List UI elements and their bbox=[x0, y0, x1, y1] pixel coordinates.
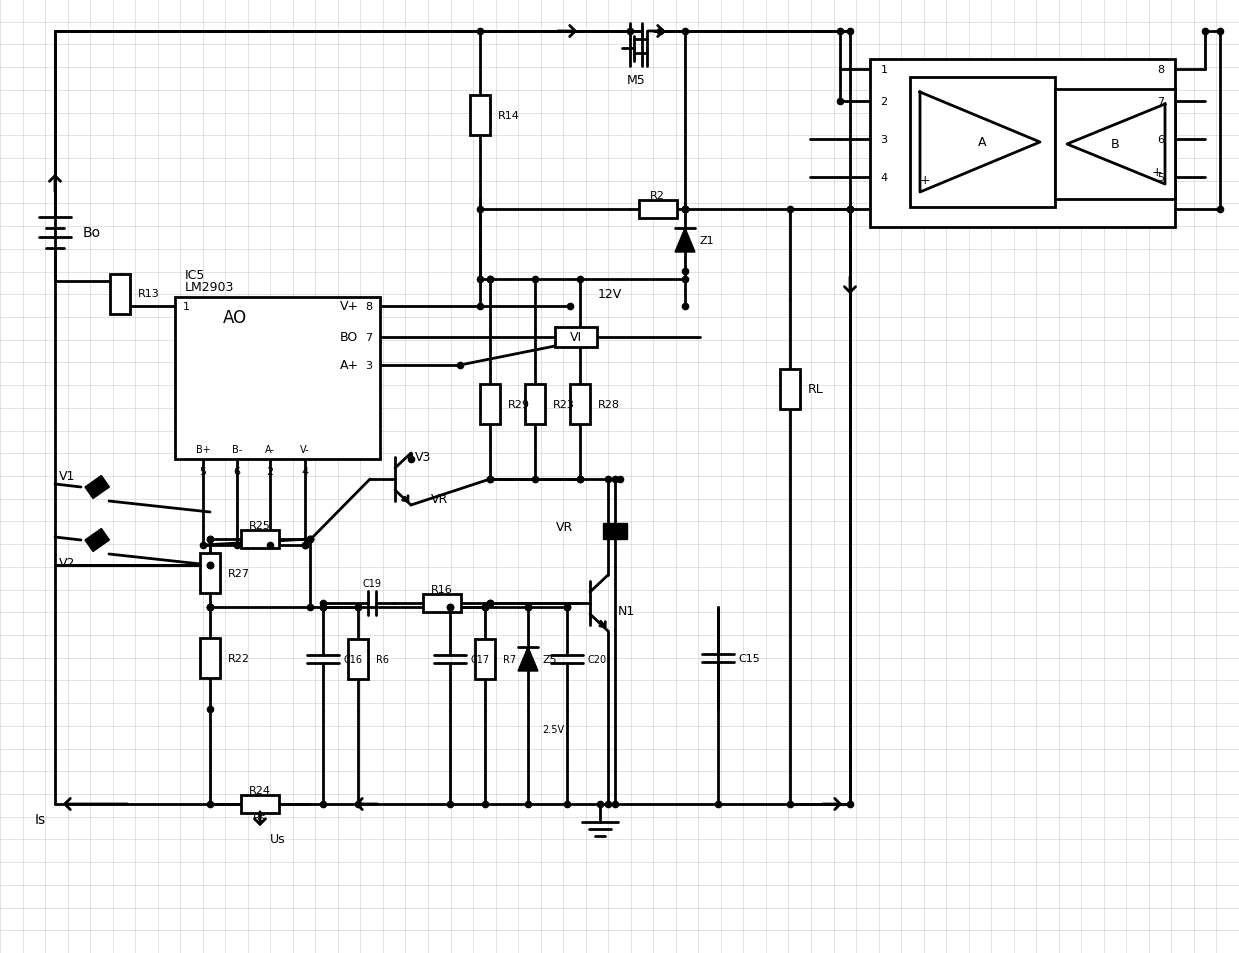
Text: 12V: 12V bbox=[598, 288, 622, 301]
Text: 8: 8 bbox=[1157, 65, 1165, 75]
Text: Us: Us bbox=[270, 833, 286, 845]
Text: R16: R16 bbox=[431, 584, 453, 595]
Text: +: + bbox=[919, 173, 930, 186]
Bar bbox=[242, 531, 279, 548]
Text: 7: 7 bbox=[364, 333, 372, 343]
Text: C17: C17 bbox=[470, 655, 489, 664]
Bar bbox=[85, 529, 109, 552]
Bar bbox=[85, 476, 109, 499]
Bar bbox=[479, 385, 501, 424]
Text: AO: AO bbox=[223, 309, 247, 327]
Text: VR: VR bbox=[556, 521, 574, 534]
Bar bbox=[110, 274, 130, 314]
Text: M5: M5 bbox=[627, 73, 646, 87]
Text: A+: A+ bbox=[339, 359, 359, 372]
Bar bbox=[470, 96, 489, 136]
Text: V1: V1 bbox=[58, 470, 76, 483]
Polygon shape bbox=[921, 92, 1040, 193]
Bar bbox=[1054, 90, 1175, 200]
Text: VR: VR bbox=[431, 493, 449, 506]
Text: 1: 1 bbox=[881, 65, 887, 75]
Text: B: B bbox=[1110, 138, 1119, 152]
Text: V+: V+ bbox=[339, 300, 359, 314]
Bar bbox=[199, 639, 221, 679]
Text: R13: R13 bbox=[138, 289, 160, 299]
Text: R2: R2 bbox=[650, 191, 665, 201]
Polygon shape bbox=[675, 229, 695, 253]
Bar bbox=[348, 639, 368, 679]
Text: 8: 8 bbox=[364, 302, 372, 312]
Text: B-: B- bbox=[232, 444, 242, 455]
Text: C20: C20 bbox=[587, 655, 606, 664]
Text: 3: 3 bbox=[366, 360, 372, 371]
Text: R23: R23 bbox=[553, 399, 575, 410]
Bar bbox=[525, 385, 545, 424]
Text: Is: Is bbox=[35, 812, 46, 826]
Polygon shape bbox=[1067, 105, 1165, 185]
Text: LM2903: LM2903 bbox=[185, 281, 234, 294]
Text: V2: V2 bbox=[58, 557, 76, 570]
Text: R6: R6 bbox=[375, 655, 389, 664]
Text: IC5: IC5 bbox=[185, 269, 206, 282]
Bar bbox=[199, 554, 221, 594]
Text: R7: R7 bbox=[503, 655, 517, 664]
Text: Z1: Z1 bbox=[699, 235, 714, 246]
Bar bbox=[422, 595, 461, 613]
Bar bbox=[555, 328, 597, 348]
Text: R14: R14 bbox=[498, 111, 520, 121]
Text: R27: R27 bbox=[228, 568, 250, 578]
Text: A-: A- bbox=[265, 444, 275, 455]
Bar bbox=[870, 60, 1175, 228]
Bar bbox=[603, 523, 627, 539]
Bar bbox=[242, 795, 279, 813]
Text: Bo: Bo bbox=[83, 226, 102, 240]
Text: RL: RL bbox=[808, 383, 824, 396]
Text: 2: 2 bbox=[881, 97, 887, 107]
Text: A: A bbox=[978, 136, 986, 150]
Text: 2: 2 bbox=[266, 467, 274, 476]
Text: B+: B+ bbox=[196, 444, 211, 455]
Text: R28: R28 bbox=[598, 399, 620, 410]
Text: 4: 4 bbox=[881, 172, 887, 183]
Text: V-: V- bbox=[300, 444, 310, 455]
Text: 5: 5 bbox=[199, 467, 207, 476]
Text: R24: R24 bbox=[249, 785, 271, 795]
Text: Z5: Z5 bbox=[541, 655, 556, 664]
Text: 1: 1 bbox=[183, 302, 190, 312]
Text: Rs: Rs bbox=[253, 812, 266, 822]
Text: 7: 7 bbox=[1157, 97, 1165, 107]
Text: VI: VI bbox=[570, 331, 582, 344]
Text: 6: 6 bbox=[1157, 135, 1165, 145]
Text: R29: R29 bbox=[508, 399, 530, 410]
Text: 3: 3 bbox=[881, 135, 887, 145]
Text: R22: R22 bbox=[228, 654, 250, 663]
Text: R25: R25 bbox=[249, 520, 271, 531]
Text: 4: 4 bbox=[301, 467, 309, 476]
Bar bbox=[175, 297, 380, 459]
Text: C16: C16 bbox=[343, 655, 362, 664]
Text: 6: 6 bbox=[233, 467, 240, 476]
Text: C15: C15 bbox=[738, 654, 760, 663]
Text: +: + bbox=[1152, 165, 1162, 178]
Bar bbox=[909, 78, 1054, 208]
Bar bbox=[475, 639, 496, 679]
Text: 5: 5 bbox=[1157, 172, 1165, 183]
Text: C19: C19 bbox=[363, 578, 382, 588]
Polygon shape bbox=[518, 647, 538, 671]
Bar bbox=[638, 201, 676, 219]
Bar bbox=[570, 385, 590, 424]
Bar bbox=[781, 370, 800, 410]
Text: V3: V3 bbox=[415, 451, 431, 464]
Text: N1: N1 bbox=[618, 605, 636, 618]
Text: 2.5V: 2.5V bbox=[541, 724, 564, 734]
Text: BO: BO bbox=[339, 331, 358, 344]
